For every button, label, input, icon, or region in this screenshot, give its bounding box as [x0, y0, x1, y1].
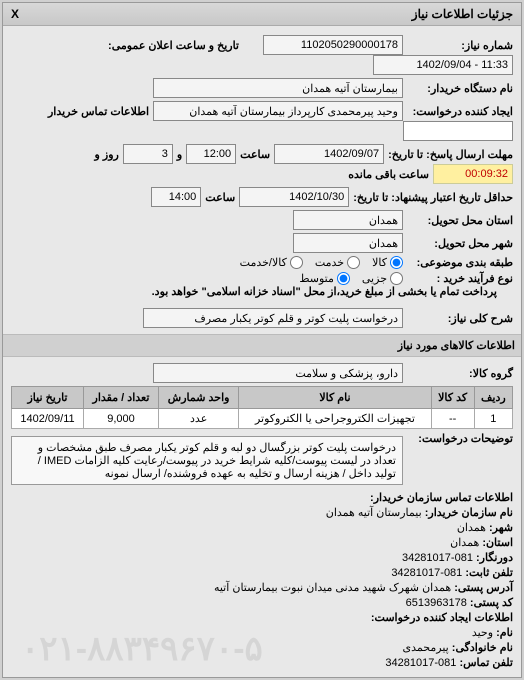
process-low-label: جزیی	[362, 272, 387, 285]
delivery-province-input	[293, 210, 403, 230]
cell-code: --	[431, 409, 474, 429]
contact-title: اطلاعات تماس سازمان خریدار:	[370, 492, 513, 504]
reply-remain-label: ساعت باقی مانده	[344, 168, 433, 181]
rname-k: نام:	[496, 627, 513, 639]
category-both-radio[interactable]	[290, 256, 303, 269]
category-goods[interactable]: کالا	[372, 256, 403, 269]
process-low-radio[interactable]	[390, 272, 403, 285]
addr-v: همدان شهرک شهید مدنی میدان نبوت بیمارستا…	[214, 582, 451, 594]
process-mid-label: متوسط	[299, 272, 334, 285]
process-label: نوع فرآیند خرید :	[403, 272, 513, 285]
buyer-contact-input[interactable]	[403, 121, 513, 141]
requester-label: ایجاد کننده درخواست:	[403, 105, 513, 118]
delivery-city-input	[293, 233, 403, 253]
col-qty: تعداد / مقدار	[84, 387, 159, 409]
validity-label: حداقل تاریخ اعتبار پیشنهاد: تا تاریخ:	[349, 191, 513, 204]
request-no-label: شماره نیاز:	[403, 39, 513, 52]
cell-row: 1	[474, 409, 512, 429]
validity-date	[239, 187, 349, 207]
category-radio-group: کالا خدمت کالا/خدمت	[240, 256, 403, 269]
details-panel: جزئیات اطلاعات نیاز X شماره نیاز: تاریخ …	[2, 2, 522, 678]
requester-input	[153, 101, 403, 121]
buyer-device-label: نام دستگاه خریدار:	[403, 82, 513, 95]
col-unit: واحد شمارش	[158, 387, 238, 409]
items-header-row: ردیف کد کالا نام کالا واحد شمارش تعداد /…	[12, 387, 513, 409]
col-name: نام کالا	[239, 387, 431, 409]
delivery-province-label: استان محل تحویل:	[403, 214, 513, 227]
category-both[interactable]: کالا/خدمت	[240, 256, 303, 269]
announce-dt-label: تاریخ و ساعت اعلان عمومی:	[104, 39, 243, 52]
buyer-device-input	[153, 78, 403, 98]
validity-time	[151, 187, 201, 207]
reply-deadline-label: مهلت ارسال پاسخ: تا تاریخ:	[384, 148, 513, 161]
validity-time-label: ساعت	[201, 191, 239, 204]
category-goods-radio[interactable]	[390, 256, 403, 269]
cell-date: 1402/09/11	[12, 409, 84, 429]
req-desc-label: توضیحات درخواست:	[403, 432, 513, 445]
group-input	[153, 363, 403, 383]
zip-v: 6513963178	[406, 597, 467, 609]
process-low[interactable]: جزیی	[362, 272, 403, 285]
general-desc-input	[143, 308, 403, 328]
fax-v: 081-34281017	[402, 552, 473, 564]
reply-and-label: و	[173, 148, 186, 161]
group-label: گروه کالا:	[403, 367, 513, 380]
buyer-contact-label: اطلاعات تماس خریدار	[44, 105, 153, 118]
zip-k: کد پستی:	[470, 597, 513, 609]
reply-daylbl: روز و	[91, 148, 123, 161]
province-v: همدان	[457, 522, 486, 534]
category-service-label: خدمت	[315, 256, 344, 269]
cell-unit: عدد	[158, 409, 238, 429]
panel-title: جزئیات اطلاعات نیاز	[412, 7, 513, 21]
reply-deadline-day	[123, 144, 173, 164]
requester-title: اطلاعات ایجاد کننده درخواست:	[371, 612, 513, 624]
category-service[interactable]: خدمت	[315, 256, 360, 269]
process-mid[interactable]: متوسط	[299, 272, 350, 285]
rfamily-v: پیرمحمدی	[403, 642, 449, 654]
cell-name: تجهیزات الکتروجراحی یا الکتروکوتر	[239, 409, 431, 429]
panel-header: جزئیات اطلاعات نیاز X	[3, 3, 521, 26]
items-section-title: اطلاعات کالاهای مورد نیاز	[3, 334, 521, 357]
col-code: کد کالا	[431, 387, 474, 409]
reply-time-label: ساعت	[236, 148, 274, 161]
request-no-input	[263, 35, 403, 55]
req-desc-box: درخواست پلیت کوتر بزرگسال دو لبه و قلم ک…	[11, 436, 403, 485]
category-goods-label: کالا	[372, 256, 387, 269]
process-note: پرداخت تمام یا بخشی از مبلغ خرید،از محل …	[148, 285, 501, 298]
rname-v: وحید	[472, 627, 493, 639]
org-k: نام سازمان خریدار:	[425, 507, 513, 519]
phone-v: 081-34281017	[391, 567, 462, 579]
org-v: بیمارستان آتیه همدان	[326, 507, 422, 519]
delivery-city-label: شهر محل تحویل:	[403, 237, 513, 250]
phone-k: تلفن ثابت:	[465, 567, 513, 579]
process-mid-radio[interactable]	[337, 272, 350, 285]
reply-deadline-time	[186, 144, 236, 164]
rphone-k: تلفن تماس:	[459, 657, 513, 669]
rphone-v: 081-34281017	[385, 657, 456, 669]
reply-deadline-date	[274, 144, 384, 164]
rfamily-k: نام خانوادگی:	[452, 642, 513, 654]
addr-k: آدرس پستی:	[454, 582, 513, 594]
category-both-label: کالا/خدمت	[240, 256, 287, 269]
general-desc-label: شرح کلی نیاز:	[403, 312, 513, 325]
city-k: استان:	[482, 537, 513, 549]
reply-countdown	[433, 164, 513, 184]
table-row[interactable]: 1 -- تجهیزات الکتروجراحی یا الکتروکوتر ع…	[12, 409, 513, 429]
cell-qty: 9,000	[84, 409, 159, 429]
announce-dt-input	[373, 55, 513, 75]
items-table: ردیف کد کالا نام کالا واحد شمارش تعداد /…	[11, 386, 513, 429]
panel-body: شماره نیاز: تاریخ و ساعت اعلان عمومی: نا…	[3, 26, 521, 677]
col-row: ردیف	[474, 387, 512, 409]
city-v: همدان	[450, 537, 479, 549]
col-date: تاریخ نیاز	[12, 387, 84, 409]
fax-k: دورنگار:	[476, 552, 513, 564]
category-label: طبقه بندی موضوعی:	[403, 256, 513, 269]
process-radio-group: جزیی متوسط	[299, 272, 403, 285]
province-k: شهر:	[489, 522, 513, 534]
close-icon[interactable]: X	[11, 7, 19, 21]
contact-block: اطلاعات تماس سازمان خریدار: نام سازمان خ…	[11, 491, 513, 669]
category-service-radio[interactable]	[347, 256, 360, 269]
